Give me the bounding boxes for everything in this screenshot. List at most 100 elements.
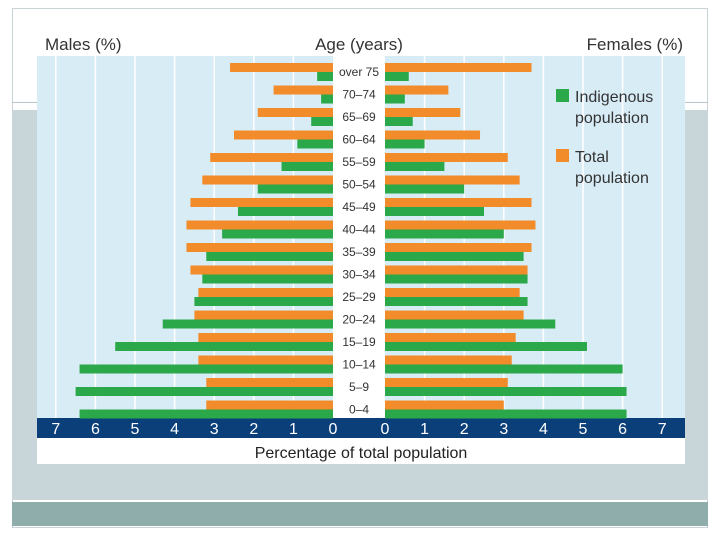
bar-total-male-20-24 — [194, 310, 333, 320]
bar-indigenous-male-50-54 — [257, 184, 333, 194]
bar-total-male-10-14 — [198, 355, 333, 365]
bar-indigenous-female-30-34 — [385, 274, 528, 284]
bar-total-male-40-44 — [186, 220, 333, 230]
tick-female-5: 5 — [579, 421, 588, 438]
bar-total-male-30-34 — [190, 265, 333, 275]
bar-indigenous-male-70-74 — [321, 94, 333, 104]
legend-label-total-line1: Total — [575, 149, 609, 166]
tick-male-7: 7 — [51, 421, 60, 438]
header-males: Males (%) — [45, 35, 122, 54]
bar-indigenous-male-35-39 — [206, 252, 333, 261]
legend-label-total-line2: population — [575, 170, 649, 187]
bar-indigenous-male-55-59 — [281, 162, 333, 171]
bar-indigenous-male-15-19 — [115, 342, 333, 351]
tick-male-2: 2 — [249, 421, 258, 438]
bar-indigenous-female-40-44 — [385, 229, 504, 239]
bar-total-female-60-64 — [385, 130, 481, 140]
bar-indigenous-female-25-29 — [385, 297, 528, 306]
age-label-45-49: 45–49 — [342, 200, 376, 214]
population-pyramid-figure: over 75 70–74 65–69 60–64 55–59 50–54 45–49 40–… — [37, 30, 685, 464]
header-age: Age (years) — [315, 35, 403, 54]
age-label-50-54: 50–54 — [342, 178, 376, 192]
bar-total-female-20-24 — [385, 310, 524, 320]
bars — [75, 63, 627, 419]
age-label-0-4: 0–4 — [349, 403, 369, 417]
bar-total-male-70-74 — [273, 85, 333, 95]
bar-total-male-over-75 — [230, 63, 333, 72]
bar-total-male-0-4 — [206, 400, 333, 410]
age-label-10-14: 10–14 — [342, 358, 376, 372]
age-label-column — [333, 56, 385, 420]
bar-indigenous-female-15-19 — [385, 342, 587, 351]
bar-indigenous-female-5-9 — [385, 387, 627, 396]
age-label-25-29: 25–29 — [342, 290, 376, 304]
bar-indigenous-female-60-64 — [385, 139, 425, 149]
tick-male-4: 4 — [170, 421, 179, 438]
tick-female-0: 0 — [381, 421, 390, 438]
bar-total-male-60-64 — [234, 130, 333, 140]
legend-label-indigenous-line2: population — [575, 110, 649, 127]
bar-indigenous-female-10-14 — [385, 364, 623, 374]
header-females: Females (%) — [587, 35, 683, 54]
bar-indigenous-female-50-54 — [385, 184, 465, 194]
tick-male-1: 1 — [289, 421, 298, 438]
bar-total-female-40-44 — [385, 220, 536, 230]
tick-male-0: 0 — [329, 421, 338, 438]
tick-male-6: 6 — [91, 421, 100, 438]
bar-total-male-15-19 — [198, 333, 333, 342]
bar-total-male-5-9 — [206, 378, 333, 387]
bar-total-female-55-59 — [385, 153, 508, 162]
age-label-over-75: over 75 — [339, 65, 379, 79]
legend-label-indigenous-line1: Indigenous — [575, 89, 653, 106]
bar-indigenous-female-20-24 — [385, 319, 556, 329]
bar-total-female-45-49 — [385, 198, 532, 207]
tick-female-7: 7 — [658, 421, 667, 438]
tick-female-4: 4 — [539, 421, 548, 438]
axis-band — [37, 418, 685, 438]
tick-female-3: 3 — [499, 421, 508, 438]
tick-female-2: 2 — [460, 421, 469, 438]
bar-total-female-70-74 — [385, 85, 449, 95]
tick-male-3: 3 — [210, 421, 219, 438]
age-label-30-34: 30–34 — [342, 268, 376, 282]
bar-total-female-over-75 — [385, 63, 532, 72]
age-label-5-9: 5–9 — [349, 380, 369, 394]
bar-indigenous-female-45-49 — [385, 207, 484, 216]
bar-total-female-35-39 — [385, 243, 532, 252]
bar-indigenous-female-65-69 — [385, 117, 413, 126]
tick-female-6: 6 — [618, 421, 627, 438]
bar-indigenous-male-0-4 — [79, 409, 333, 419]
bar-total-female-25-29 — [385, 288, 520, 297]
bar-total-female-65-69 — [385, 108, 461, 117]
legend-swatch-indigenous — [556, 89, 569, 102]
bar-indigenous-male-30-34 — [202, 274, 333, 284]
legend-swatch-total — [556, 149, 569, 162]
population-pyramid-chart: over 7570–7465–6960–6455–5950–5445–4940–… — [37, 35, 685, 462]
bar-total-male-35-39 — [186, 243, 333, 252]
age-label-20-24: 20–24 — [342, 313, 376, 327]
bar-total-female-30-34 — [385, 265, 528, 275]
bar-total-female-10-14 — [385, 355, 512, 365]
bar-total-female-5-9 — [385, 378, 508, 387]
bar-total-female-50-54 — [385, 175, 520, 185]
bar-indigenous-female-55-59 — [385, 162, 445, 171]
bar-indigenous-male-40-44 — [222, 229, 333, 239]
bar-indigenous-male-over-75 — [317, 72, 333, 81]
age-label-35-39: 35–39 — [342, 245, 376, 259]
age-label-60-64: 60–64 — [342, 133, 376, 147]
bar-total-male-65-69 — [257, 108, 333, 117]
bar-indigenous-male-60-64 — [297, 139, 333, 149]
x-axis-label: Percentage of total population — [255, 445, 468, 462]
age-label-65-69: 65–69 — [342, 110, 376, 124]
age-label-70-74: 70–74 — [342, 88, 376, 102]
bar-indigenous-male-20-24 — [162, 319, 333, 329]
bar-total-male-55-59 — [210, 153, 333, 162]
bar-indigenous-female-0-4 — [385, 409, 627, 419]
bar-indigenous-male-65-69 — [311, 117, 333, 126]
tick-male-5: 5 — [131, 421, 140, 438]
bar-indigenous-male-5-9 — [75, 387, 333, 396]
bar-total-male-45-49 — [190, 198, 333, 207]
bar-total-female-15-19 — [385, 333, 516, 342]
age-label-55-59: 55–59 — [342, 155, 376, 169]
age-label-40-44: 40–44 — [342, 223, 376, 237]
